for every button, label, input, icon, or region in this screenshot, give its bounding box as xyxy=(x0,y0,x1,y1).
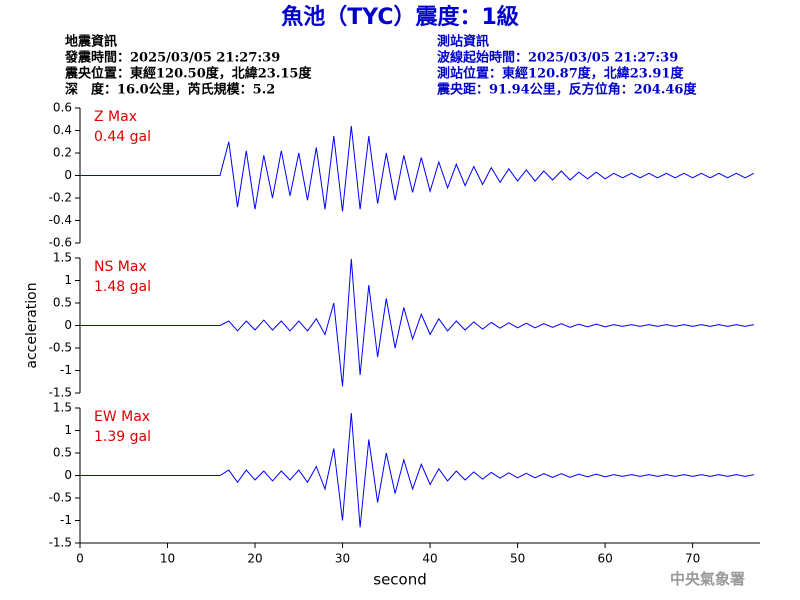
y-tick-label: -1.5 xyxy=(49,386,72,400)
y-tick-label: 0.5 xyxy=(53,446,72,460)
max-annotation: 1.48 gal xyxy=(94,279,151,295)
x-tick-label: 60 xyxy=(597,552,612,566)
y-tick-label: 0 xyxy=(64,168,72,182)
x-tick-label: 0 xyxy=(76,552,84,566)
station-info: 波線起始時間：2025/03/05 21:27:39 xyxy=(437,50,678,66)
x-tick-label: 50 xyxy=(510,552,525,566)
x-tick-label: 40 xyxy=(422,552,437,566)
earthquake-info: 深 度：16.0公里，芮氏規模：5.2 xyxy=(65,82,275,98)
x-tick-label: 70 xyxy=(685,552,700,566)
waveform xyxy=(80,258,755,387)
waveform xyxy=(80,412,755,528)
max-annotation: 0.44 gal xyxy=(94,129,151,145)
earthquake-info: 震央位置：東經120.50度，北緯23.15度 xyxy=(64,66,312,82)
earthquake-info: 發震時間：2025/03/05 21:27:39 xyxy=(64,50,280,66)
y-tick-label: -0.6 xyxy=(49,236,72,250)
max-annotation: NS Max xyxy=(94,259,147,275)
y-tick-label: 0.4 xyxy=(53,123,72,137)
y-tick-label: 0.2 xyxy=(53,146,72,160)
max-annotation: 1.39 gal xyxy=(94,429,151,445)
y-tick-label: -1.5 xyxy=(49,536,72,550)
y-tick-label: 1 xyxy=(64,423,72,437)
y-axis-label: acceleration xyxy=(24,282,40,368)
y-tick-label: 1 xyxy=(64,273,72,287)
x-axis-label: second xyxy=(373,571,427,589)
y-tick-label: 0 xyxy=(64,318,72,332)
y-tick-label: -0.5 xyxy=(49,491,72,505)
y-tick-label: 0.5 xyxy=(53,296,72,310)
waveform xyxy=(80,125,755,212)
earthquake-info: 地震資訊 xyxy=(65,34,117,50)
y-tick-label: 0 xyxy=(64,468,72,482)
station-info: 測站資訊 xyxy=(437,34,489,50)
y-tick-label: -0.2 xyxy=(49,191,72,205)
x-tick-label: 10 xyxy=(160,552,175,566)
y-tick-label: -0.4 xyxy=(49,213,72,227)
chart-title: 魚池（TYC）震度：1級 xyxy=(281,4,519,30)
y-tick-label: -1 xyxy=(60,363,72,377)
credit: 中央氣象署 xyxy=(670,570,745,588)
x-tick-label: 30 xyxy=(335,552,350,566)
y-tick-label: -1 xyxy=(60,513,72,527)
y-tick-label: 1.5 xyxy=(53,251,72,265)
y-tick-label: 1.5 xyxy=(53,401,72,415)
y-tick-label: -0.5 xyxy=(49,341,72,355)
x-tick-label: 20 xyxy=(247,552,262,566)
station-info: 測站位置：東經120.87度，北緯23.91度 xyxy=(437,66,684,82)
max-annotation: Z Max xyxy=(94,109,137,125)
y-tick-label: 0.6 xyxy=(53,101,72,115)
max-annotation: EW Max xyxy=(94,409,150,425)
station-info: 震央距：91.94公里，反方位角：204.46度 xyxy=(436,82,697,98)
